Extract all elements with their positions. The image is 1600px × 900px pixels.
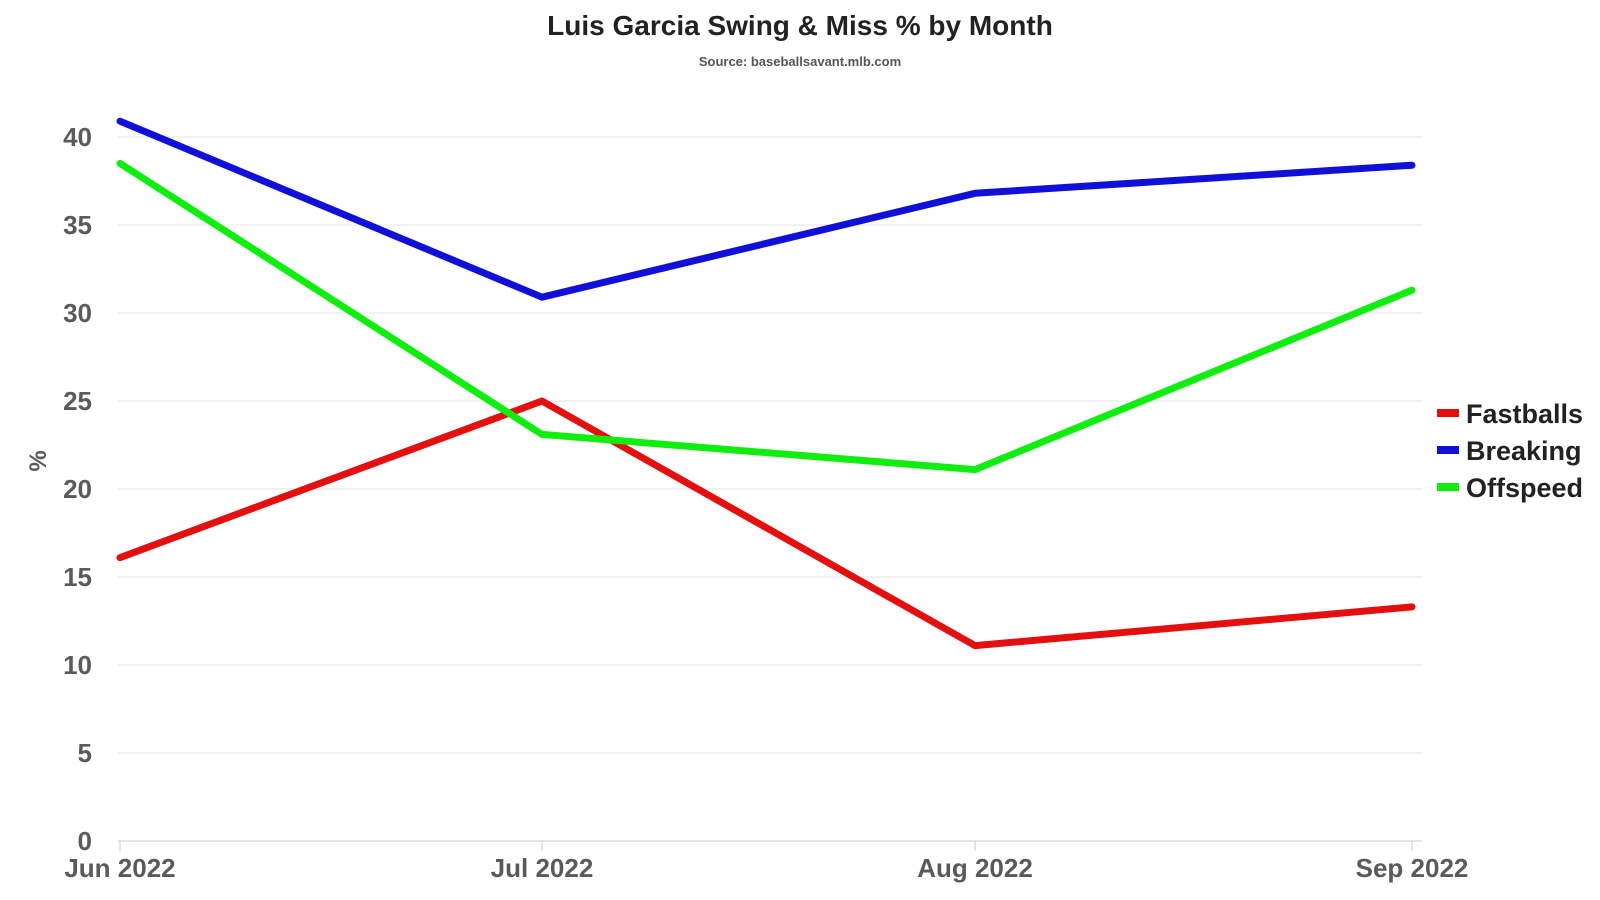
series-line-fastballs	[116, 397, 1416, 650]
legend: Fastballs Breaking Offspeed	[1437, 399, 1583, 503]
legend-label: Breaking	[1466, 436, 1582, 466]
x-tick-label: Sep 2022	[1356, 853, 1469, 883]
y-tick-label: 0	[78, 826, 92, 856]
x-tick-label: Jul 2022	[491, 853, 594, 883]
legend-label: Fastballs	[1466, 399, 1583, 429]
legend-label: Offspeed	[1466, 473, 1583, 503]
legend-swatch	[1437, 446, 1459, 454]
series-lines	[116, 117, 1416, 650]
y-tick-label: 20	[63, 474, 92, 504]
legend-swatch	[1437, 409, 1459, 417]
y-axis-label: %	[25, 450, 52, 471]
y-tick-label: 25	[63, 386, 92, 416]
grid-lines	[118, 136, 1422, 842]
legend-swatch	[1437, 483, 1459, 491]
x-axis-ticks: Jun 2022 Jul 2022 Aug 2022 Sep 2022	[64, 841, 1468, 883]
series-line-offspeed	[116, 159, 1416, 474]
y-tick-label: 40	[63, 122, 92, 152]
series-line-breaking	[116, 117, 1416, 301]
y-tick-label: 30	[63, 298, 92, 328]
y-axis-ticks: 0 5 10 15 20 25 30 35 40	[63, 122, 92, 856]
x-tick-label: Aug 2022	[917, 853, 1033, 883]
y-tick-label: 10	[63, 650, 92, 680]
y-tick-label: 15	[63, 562, 92, 592]
chart-subtitle: Source: baseballsavant.mlb.com	[698, 54, 902, 69]
y-tick-label: 35	[63, 210, 92, 240]
chart-title: Luis Garcia Swing & Miss % by Month	[547, 10, 1053, 41]
y-tick-label: 5	[78, 738, 92, 768]
x-tick-label: Jun 2022	[64, 853, 175, 883]
